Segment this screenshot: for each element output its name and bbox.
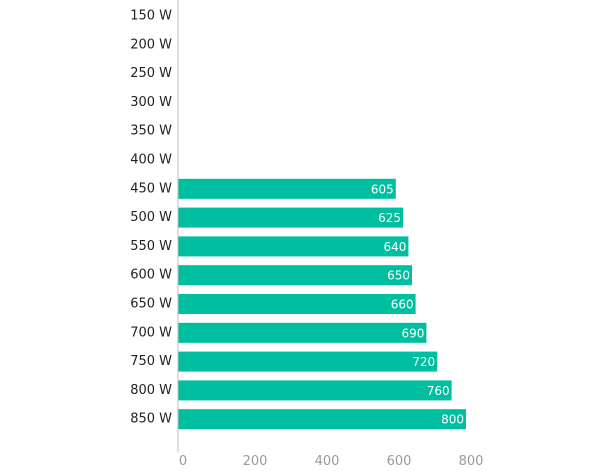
bars-group — [178, 178, 466, 430]
category-label: 800 W — [130, 383, 172, 398]
x-tick-label: 800 — [459, 454, 484, 469]
category-labels: 150 W 200 W 250 W 300 W 350 W 400 W 450 W 500 W… — [130, 9, 172, 427]
x-tick-label: 0 — [179, 454, 187, 469]
bar — [178, 380, 452, 401]
category-label: 150 W — [130, 9, 172, 24]
category-label: 250 W — [130, 66, 172, 81]
data-label: 720 — [412, 355, 435, 369]
data-label: 650 — [387, 269, 410, 283]
bar — [178, 236, 409, 257]
data-label: 625 — [378, 211, 401, 225]
category-label: 400 W — [130, 153, 172, 168]
data-label: 800 — [441, 413, 464, 427]
data-label: 690 — [401, 326, 424, 340]
x-tick-label: 200 — [243, 454, 268, 469]
category-label: 650 W — [130, 297, 172, 312]
bar — [178, 207, 403, 228]
data-label: 760 — [427, 384, 450, 398]
data-label: 605 — [371, 182, 394, 196]
bar — [178, 409, 466, 430]
category-label: 200 W — [130, 37, 172, 52]
category-label: 750 W — [130, 354, 172, 369]
bar — [178, 294, 416, 314]
bar — [178, 351, 438, 372]
data-label: 640 — [383, 240, 406, 254]
category-label: 500 W — [130, 210, 172, 225]
category-label: 550 W — [130, 239, 172, 254]
category-label: 350 W — [130, 124, 172, 139]
x-tick-label: 400 — [315, 454, 340, 469]
bar — [178, 322, 427, 343]
category-label: 700 W — [130, 325, 172, 340]
category-label: 300 W — [130, 95, 172, 110]
x-tick-label: 600 — [387, 454, 412, 469]
bar — [178, 265, 412, 286]
category-label: 450 W — [130, 181, 172, 196]
category-label: 600 W — [130, 268, 172, 283]
data-label: 660 — [391, 298, 414, 312]
category-label: 850 W — [130, 412, 172, 427]
x-axis-ticks: 0 200 400 600 800 — [179, 454, 484, 469]
data-labels: 605 625 640 650 660 690 720 760 800 — [371, 182, 464, 426]
bar — [178, 178, 396, 199]
